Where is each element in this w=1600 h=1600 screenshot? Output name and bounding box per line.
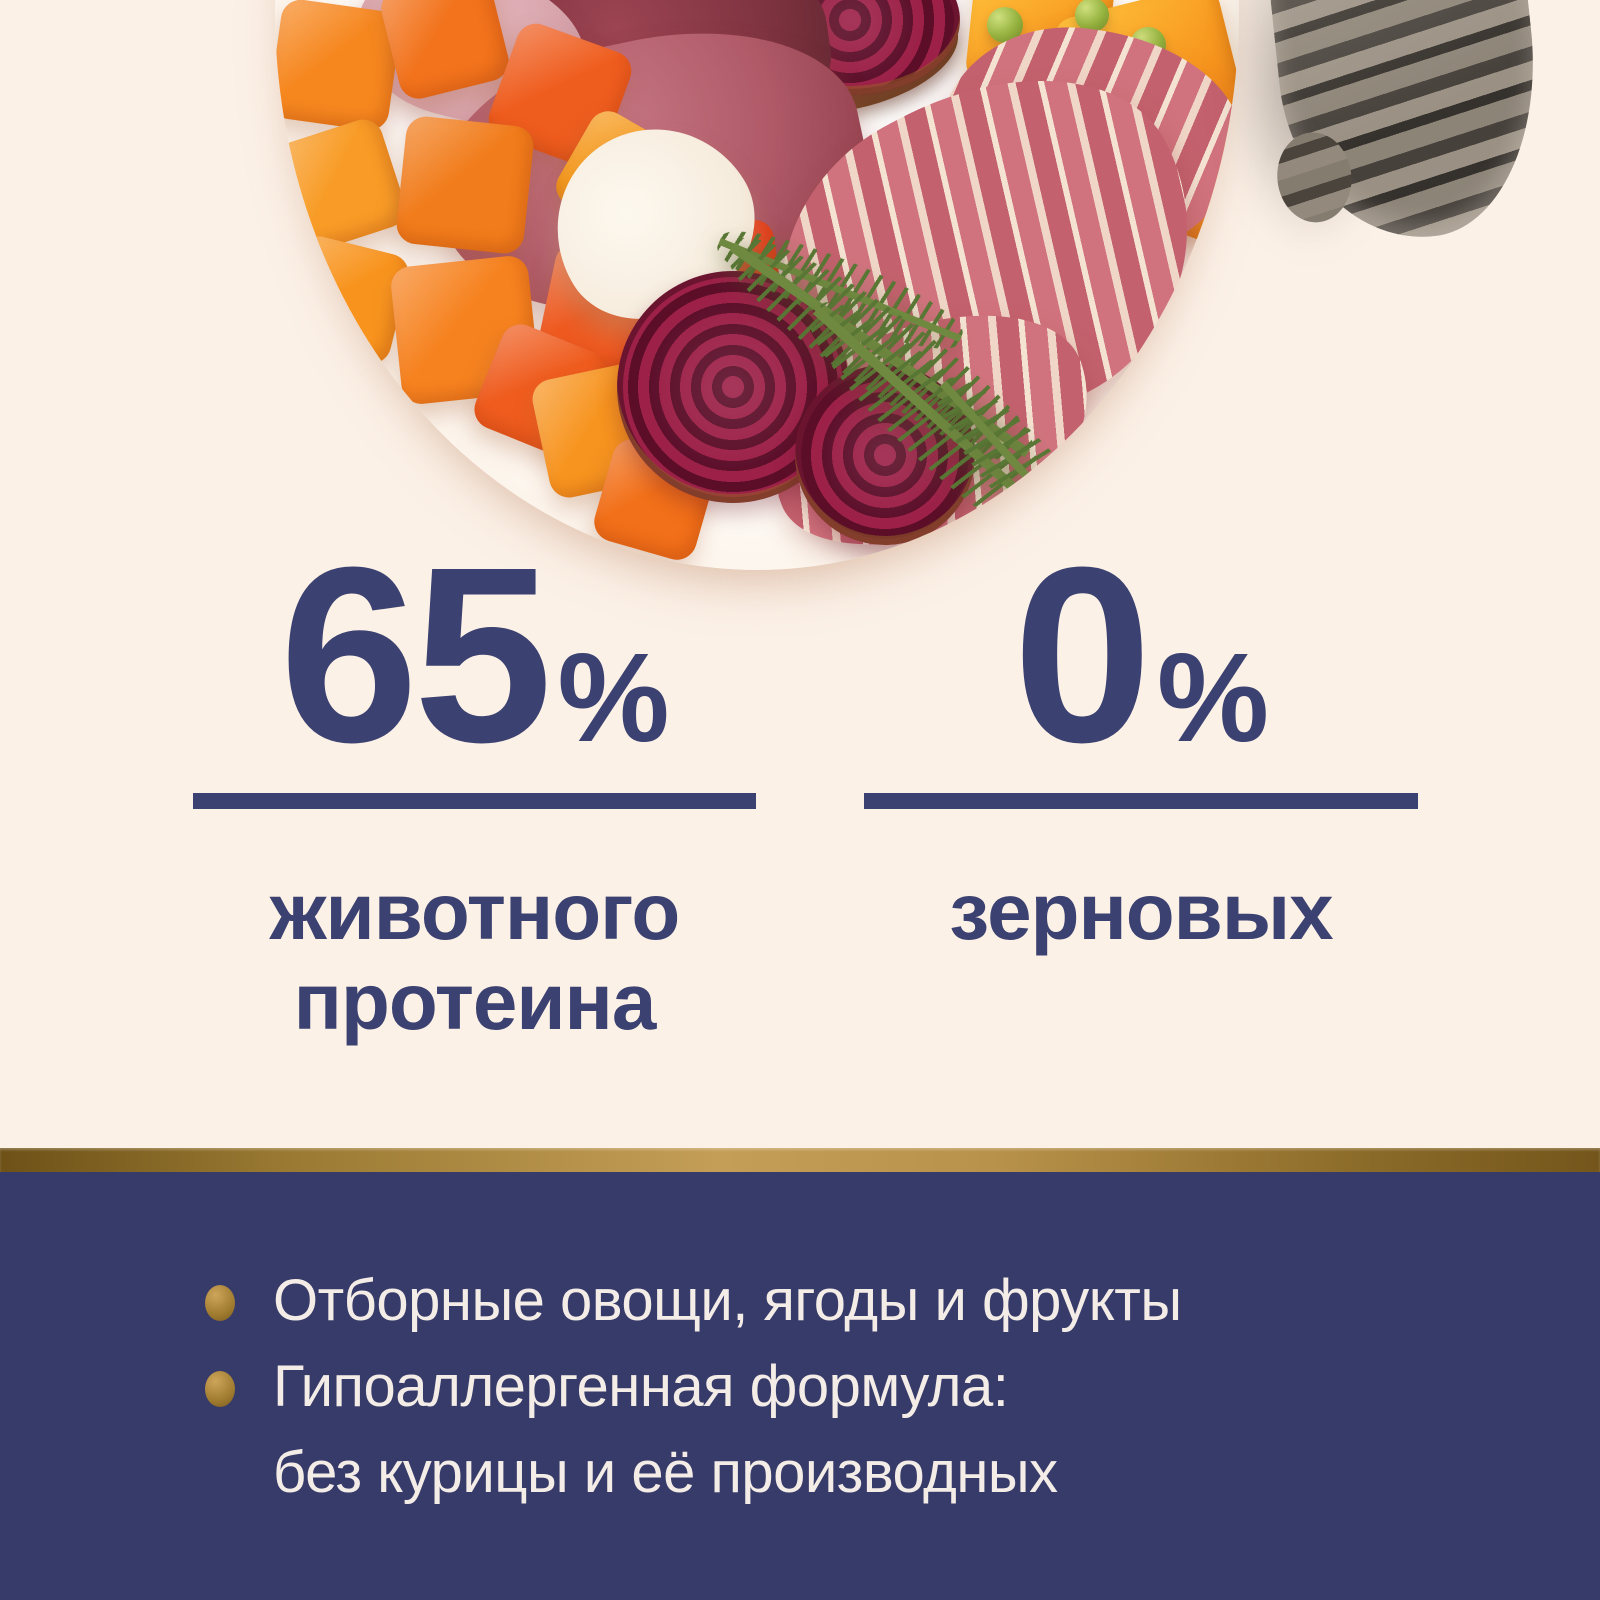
cat-paw [1268,0,1552,251]
bullet-dot-icon [205,1371,235,1407]
feature-row: Отборные овощи, ягоды и фрукты [205,1269,1540,1333]
percent-sign: % [557,627,670,768]
stat-label-line: протеина [293,957,657,1046]
feature-row: Гипоаллергенная формула: [205,1355,1540,1419]
feature-text: Гипоаллергенная формула: [273,1354,1009,1419]
feature-row-continuation: без курицы и её производных [205,1441,1540,1505]
carrot-chunk [394,114,536,256]
hero-photo: 65 % животного протеина 0 % зерновых [0,0,1600,1148]
stat-value: 0 [1012,515,1152,794]
stat-number: 0 % [864,515,1418,794]
stat-label: животного протеина [193,867,756,1047]
feature-text: без курицы и её производных [273,1440,1058,1505]
stat-animal-protein: 65 % животного протеина [193,515,756,1047]
stat-underline [193,793,756,809]
stat-label-line: животного [269,867,680,956]
stat-label-line: зерновых [949,867,1333,956]
bullet-dot-icon [205,1285,235,1321]
features-section: Отборные овощи, ягоды и фрукты Гипоаллер… [0,1172,1600,1600]
gold-divider [0,1148,1600,1172]
feature-text: Отборные овощи, ягоды и фрукты [273,1268,1182,1333]
stat-label: зерновых [864,867,1418,957]
green-pea [1075,0,1109,32]
carrot-chunk [275,114,411,256]
stat-underline [864,793,1418,809]
stat-value: 65 [279,515,552,794]
percent-sign: % [1157,627,1270,768]
stat-grains: 0 % зерновых [864,515,1418,957]
plate [275,0,1239,570]
stat-number: 65 % [193,515,756,794]
